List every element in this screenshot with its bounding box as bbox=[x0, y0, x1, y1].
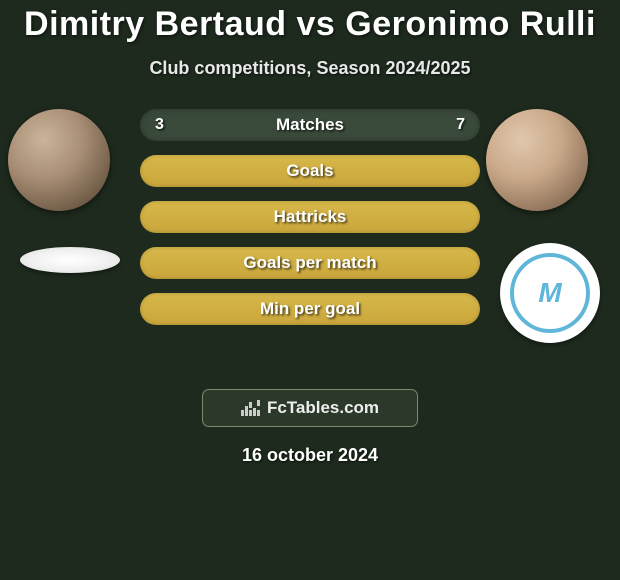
stats-area: M 3 Matches 7 Goals Hattricks Goals per … bbox=[0, 109, 620, 369]
stat-row-hattricks: Hattricks bbox=[140, 201, 480, 233]
stat-label: Hattricks bbox=[274, 207, 347, 227]
stat-label: Goals bbox=[286, 161, 333, 181]
chart-icon bbox=[241, 400, 261, 416]
player-left-avatar bbox=[8, 109, 110, 211]
stat-row-matches: 3 Matches 7 bbox=[140, 109, 480, 141]
team-left-badge bbox=[20, 247, 120, 273]
branding-label: FcTables.com bbox=[267, 398, 379, 418]
player-right-avatar bbox=[486, 109, 588, 211]
page-title: Dimitry Bertaud vs Geronimo Rulli bbox=[0, 5, 620, 44]
stat-row-min-per-goal: Min per goal bbox=[140, 293, 480, 325]
stat-label: Goals per match bbox=[243, 253, 376, 273]
stat-label: Matches bbox=[276, 115, 344, 135]
stats-list: 3 Matches 7 Goals Hattricks Goals per ma… bbox=[140, 109, 480, 339]
comparison-card: Dimitry Bertaud vs Geronimo Rulli Club c… bbox=[0, 0, 620, 466]
team-right-badge-logo: M bbox=[510, 253, 590, 333]
team-right-badge: M bbox=[500, 243, 600, 343]
page-subtitle: Club competitions, Season 2024/2025 bbox=[0, 58, 620, 79]
branding-bar[interactable]: FcTables.com bbox=[202, 389, 418, 427]
date-label: 16 october 2024 bbox=[0, 445, 620, 466]
stat-row-goals-per-match: Goals per match bbox=[140, 247, 480, 279]
stat-row-goals: Goals bbox=[140, 155, 480, 187]
stat-label: Min per goal bbox=[260, 299, 360, 319]
stat-left-value: 3 bbox=[155, 116, 164, 134]
stat-right-value: 7 bbox=[456, 116, 465, 134]
